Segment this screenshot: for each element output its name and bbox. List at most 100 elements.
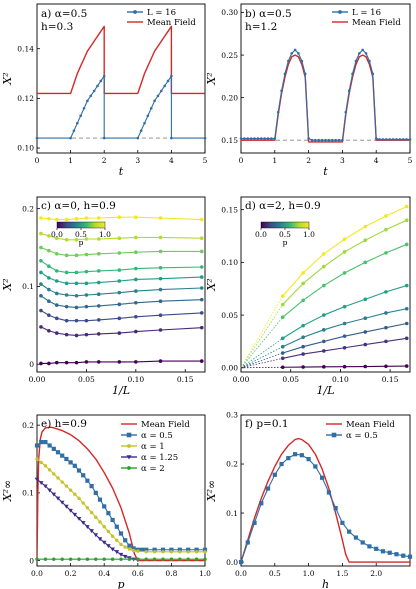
colorbar (56, 221, 106, 229)
data-point (381, 138, 385, 141)
data-point (127, 547, 132, 551)
data-point (117, 236, 122, 241)
x-tick-label: 0 (239, 156, 244, 165)
data-point (51, 446, 56, 451)
x-tick-label: 0.2 (65, 569, 77, 578)
data-point (47, 328, 51, 333)
data-point (401, 138, 405, 141)
panel-b: 0 1 2 3 4 5 0.15 0.20 0.25 0.30 t X² b) α=0.5h=1.2 L … (205, 3, 413, 178)
data-point (363, 260, 368, 265)
extrapolation-line (240, 352, 283, 369)
data-point (245, 540, 250, 545)
colorbar-tick-label: 0.0 (255, 230, 267, 239)
x-axis-label: h (322, 578, 329, 589)
data-point (301, 323, 305, 328)
data-point (158, 276, 163, 281)
data-point (82, 107, 86, 110)
y-tick-label: 0.2 (22, 421, 34, 430)
data-point (64, 456, 69, 462)
y-tick-label: 0.25 (221, 51, 238, 60)
data-point (252, 520, 257, 525)
data-point (72, 512, 78, 517)
data-point (101, 540, 107, 545)
series-line (241, 453, 410, 563)
data-point (110, 557, 115, 561)
data-point (64, 484, 69, 488)
data-point (39, 282, 43, 286)
data-point (110, 534, 115, 538)
data-point (301, 352, 305, 356)
data-point (342, 250, 347, 254)
data-point (84, 332, 89, 337)
data-point (160, 547, 166, 552)
series-line (40, 283, 202, 297)
data-point (64, 237, 69, 242)
data-point (102, 525, 106, 529)
data-point (342, 304, 347, 309)
data-point (134, 235, 138, 240)
data-point (161, 557, 165, 561)
data-point (117, 316, 122, 321)
data-point (280, 336, 285, 341)
data-point (322, 349, 326, 353)
data-point (54, 303, 59, 307)
data-point (364, 52, 368, 55)
data-point (92, 89, 96, 93)
series-line-l16 (37, 75, 205, 139)
x-tick-label: 0.00 (29, 375, 46, 384)
data-point (136, 136, 140, 140)
data-point (203, 550, 207, 554)
data-point (344, 110, 348, 114)
plot-frame (240, 196, 411, 373)
data-point (68, 508, 73, 513)
data-point (54, 236, 59, 241)
legend-label: α = 0.5 (141, 431, 173, 441)
data-point (119, 557, 123, 561)
data-point (131, 548, 136, 553)
data-point (404, 321, 409, 326)
data-point (68, 557, 73, 561)
data-point (117, 360, 122, 364)
data-point (84, 318, 89, 323)
data-point (77, 496, 81, 500)
data-point (39, 270, 43, 275)
data-point (280, 315, 285, 319)
data-point (96, 280, 101, 285)
data-point (322, 328, 326, 332)
data-point (301, 335, 305, 340)
plot-frame (36, 414, 206, 567)
data-point (134, 250, 138, 255)
data-point (64, 281, 69, 286)
data-point (158, 299, 163, 304)
data-point (405, 138, 408, 141)
data-point (134, 329, 138, 334)
x-tick-label: 0.05 (78, 375, 95, 384)
x-tick-label: 4 (374, 156, 379, 165)
data-point (47, 361, 51, 366)
data-point (52, 557, 56, 561)
data-point (322, 283, 326, 288)
data-point (84, 293, 89, 297)
data-point (64, 304, 69, 309)
data-point (39, 245, 43, 250)
data-point (384, 290, 388, 294)
data-point (203, 136, 207, 140)
panel-c: 0.00 0.05 0.10 0.15 0 0.1 0.2 1/L X² c) α=0, h=0.… (1, 196, 206, 397)
data-point (34, 443, 40, 448)
panel-e: 0.0 0.2 0.4 0.6 0.8 1.0 0 0.1 0.2 p X²∞ e) h=0.9 Mea… (1, 414, 211, 589)
data-point (77, 557, 81, 561)
x-tick-label: 5 (203, 156, 208, 165)
data-point (117, 251, 122, 255)
data-point (114, 524, 119, 529)
data-point (74, 253, 79, 258)
data-point (322, 339, 326, 344)
colorbar-tick-label: 1.0 (99, 230, 111, 239)
data-point (39, 293, 43, 298)
series-line (40, 233, 202, 241)
data-point (74, 270, 79, 275)
data-point (39, 439, 44, 445)
data-point (280, 302, 285, 307)
legend-label: Mean Field (141, 420, 190, 430)
x-tick-label: 0.4 (98, 569, 110, 578)
panel-annotation: h=1.2 (245, 21, 277, 33)
